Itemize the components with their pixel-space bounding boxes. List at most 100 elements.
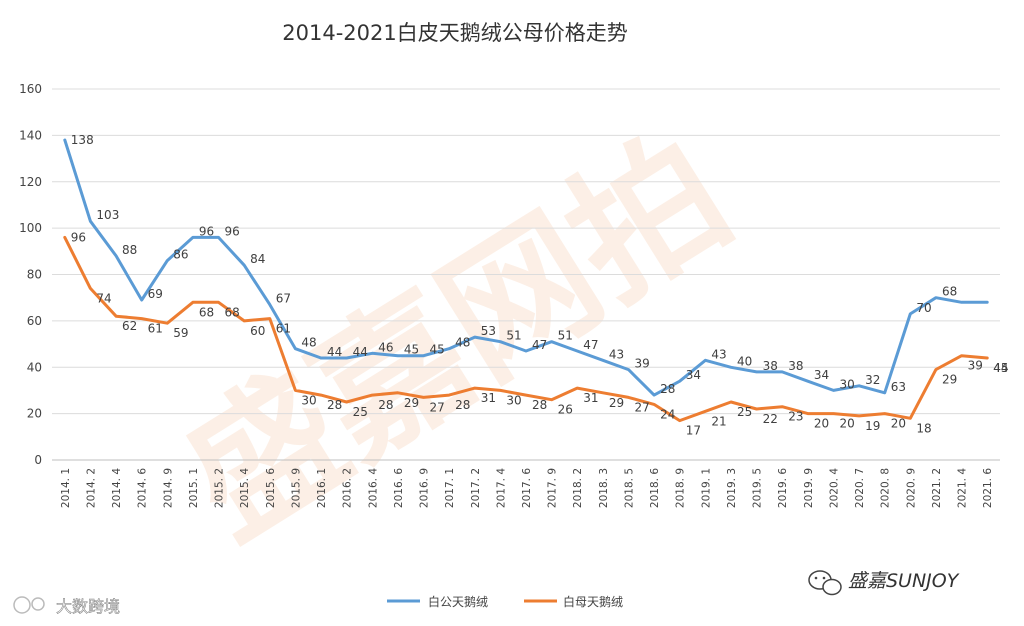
data-label-white-male: 44 (327, 345, 342, 359)
x-tick-label: 2017. 2 (470, 468, 482, 508)
data-label-white-female: 31 (583, 391, 598, 405)
data-label-white-male: 28 (660, 382, 675, 396)
x-axis: 2014. 1 2014. 2 2014. 4 2014. 6 2014. 9 2015.… (60, 468, 994, 508)
data-label-white-male: 51 (506, 329, 521, 343)
x-tick-label: 2019. 5 (752, 468, 764, 508)
corner-watermark: 大数跨境 (13, 596, 120, 616)
data-label-white-male: 63 (891, 380, 906, 394)
x-tick-label: 2015. 9 (290, 468, 302, 508)
data-label-white-female: 18 (916, 421, 931, 435)
y-tick-label: 120 (19, 175, 42, 189)
data-label-white-female: 68 (199, 305, 214, 319)
data-label-white-female: 29 (942, 373, 957, 387)
x-tick-label: 2014. 1 (60, 468, 72, 508)
data-label-white-male: 34 (686, 368, 701, 382)
data-label-white-female: 22 (763, 412, 778, 426)
data-label-white-female: 39 (968, 359, 983, 373)
y-tick-label: 0 (34, 453, 42, 467)
x-tick-label: 2017. 1 (444, 468, 456, 508)
data-label-white-male: 43 (609, 347, 624, 361)
x-tick-label: 2014. 9 (162, 468, 174, 508)
brand-logo: 盛嘉SUNJOY (808, 570, 960, 596)
wechat-icon (808, 570, 842, 596)
y-tick-label: 140 (19, 128, 42, 142)
data-label-white-male: 43 (711, 347, 726, 361)
weibo-icon (13, 596, 45, 614)
data-label-white-female: 29 (404, 396, 419, 410)
x-tick-label: 2019. 9 (803, 468, 815, 508)
series-line-white-female (63, 235, 989, 423)
data-label-white-male: 32 (865, 373, 880, 387)
data-label-white-female: 21 (711, 414, 726, 428)
y-tick-label: 160 (19, 82, 42, 96)
data-label-white-female: 27 (634, 400, 649, 414)
data-label-white-female: 20 (839, 417, 854, 431)
x-tick-label: 2018. 5 (623, 468, 635, 508)
x-tick-label: 2015. 2 (214, 468, 226, 508)
x-tick-label: 2021. 4 (957, 468, 969, 508)
data-label-white-female: 30 (506, 393, 521, 407)
data-label-white-male: 34 (814, 368, 829, 382)
data-label-white-male: 38 (763, 359, 778, 373)
x-tick-label: 2017. 9 (547, 468, 559, 508)
x-tick-label: 2020. 7 (854, 468, 866, 508)
data-label-white-female: 28 (532, 398, 547, 412)
data-label-white-male: 138 (71, 133, 94, 147)
data-label-white-female: 20 (814, 417, 829, 431)
data-label-white-female: 26 (558, 403, 573, 417)
x-tick-label: 2015. 6 (265, 468, 277, 508)
x-tick-label: 2020. 4 (828, 468, 840, 508)
y-tick-label: 40 (27, 360, 42, 374)
series-lines (63, 138, 989, 423)
data-label-white-female: 24 (660, 407, 675, 421)
x-tick-label: 2018. 6 (649, 468, 661, 508)
data-label-white-female: 61 (276, 322, 291, 336)
x-tick-label: 2021. 6 (982, 468, 994, 508)
x-tick-label: 2014. 2 (85, 468, 97, 508)
x-tick-label: 2014. 6 (137, 468, 149, 508)
data-label-white-female: 31 (481, 391, 496, 405)
data-label-white-female: 59 (173, 326, 188, 340)
data-label-white-male: 40 (737, 354, 752, 368)
data-label-white-female: 68 (225, 305, 240, 319)
x-tick-label: 2020. 9 (905, 468, 917, 508)
data-label-white-female: 17 (686, 424, 701, 438)
data-label-white-female: 30 (301, 393, 316, 407)
x-tick-label: 2017. 6 (521, 468, 533, 508)
brand-text: 盛嘉SUNJOY (848, 570, 960, 592)
data-label-white-female: 60 (250, 324, 265, 338)
data-label-white-female: 74 (96, 291, 111, 305)
data-labels: 138 103 88 69 86 96 96 84 67 48 44 44 46 45 45 48 53 51 47… (71, 133, 1009, 438)
x-tick-label: 2018. 2 (572, 468, 584, 508)
data-label-white-male: 39 (634, 357, 649, 371)
data-label-white-female: 27 (430, 400, 445, 414)
data-label-white-female: 23 (788, 410, 803, 424)
data-label-white-male: 70 (916, 301, 931, 315)
data-label-white-male: 96 (225, 224, 240, 238)
data-label-white-male: 86 (173, 248, 188, 262)
corner-watermark-text: 大数跨境 (56, 597, 120, 616)
legend-label-white-male: 白公天鹅绒 (428, 594, 488, 609)
data-label-white-female: 62 (122, 319, 137, 333)
y-tick-label: 80 (27, 268, 42, 282)
data-label-white-male: 103 (96, 208, 119, 222)
x-tick-label: 2019. 1 (700, 468, 712, 508)
x-tick-label: 2017. 4 (495, 468, 507, 508)
x-tick-label: 2015. 1 (188, 468, 200, 508)
y-axis: 0 20 40 60 80 100 120 140 160 (19, 82, 42, 467)
grid (52, 88, 1000, 461)
data-label-white-female: 44 (993, 361, 1008, 375)
data-label-white-male: 48 (455, 336, 470, 350)
data-label-white-male: 84 (250, 252, 265, 266)
x-tick-label: 2014. 4 (111, 468, 123, 508)
data-label-white-male: 48 (301, 336, 316, 350)
x-tick-label: 2019. 3 (726, 468, 738, 508)
data-label-white-female: 96 (71, 230, 86, 244)
y-tick-label: 100 (19, 221, 42, 235)
data-label-white-male: 53 (481, 324, 496, 338)
data-label-white-female: 19 (865, 419, 880, 433)
data-label-white-male: 38 (788, 359, 803, 373)
data-label-white-female: 25 (737, 405, 752, 419)
data-label-white-male: 47 (532, 338, 547, 352)
